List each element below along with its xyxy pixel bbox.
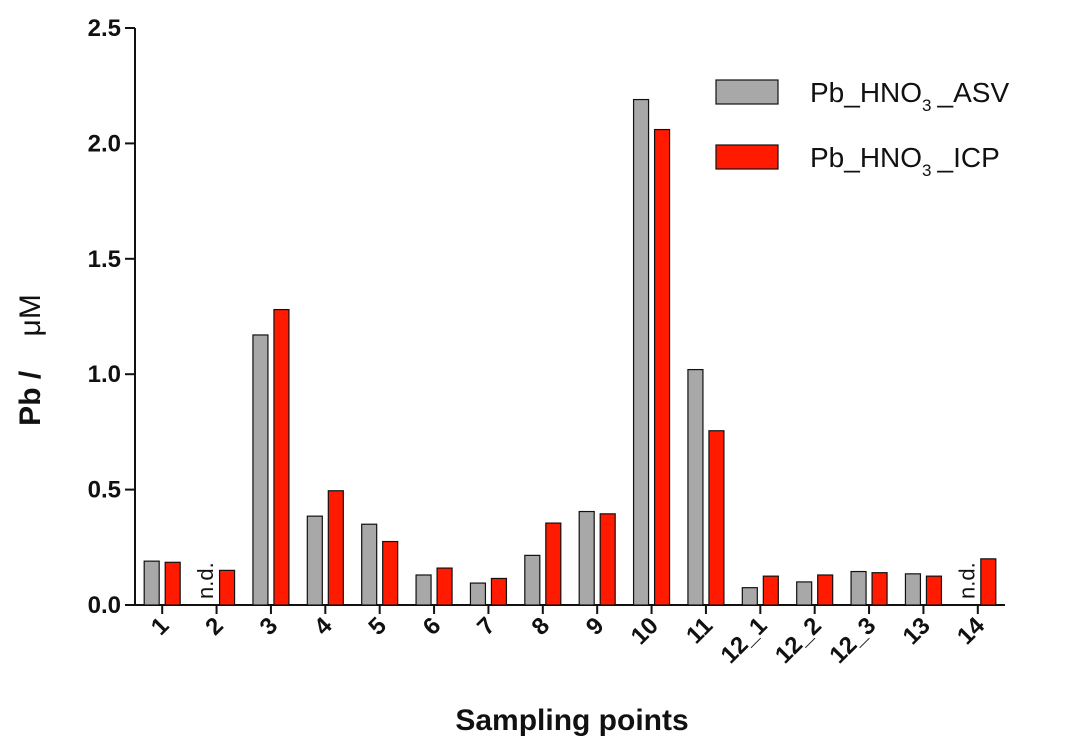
not-detected-label: n.d.	[954, 562, 979, 599]
bar-asv	[850, 570, 867, 606]
x-tick-label: 4	[309, 612, 338, 641]
bar-asv	[578, 510, 595, 606]
bar-asv	[143, 560, 160, 606]
x-tick-label: 2	[200, 612, 229, 641]
bar-asv	[469, 582, 487, 606]
bar-asv	[687, 368, 704, 606]
bar-asv	[415, 574, 432, 606]
y-axis-title-unit: μM	[14, 294, 47, 336]
x-tick-label: 10	[626, 612, 664, 650]
legend-swatch	[715, 144, 779, 170]
y-tick-label: 0.0	[88, 592, 121, 619]
bar-icp	[762, 575, 779, 606]
bar-icp	[218, 569, 236, 606]
legend-label: Pb_HNO3 _ASV	[810, 77, 1009, 115]
not-detected-label: n.d.	[193, 562, 218, 599]
x-axis-title: Sampling points	[455, 704, 688, 737]
y-tick-label: 0.5	[88, 477, 121, 504]
x-tick-label: 12_3	[824, 612, 881, 669]
x-tick-label: 13	[898, 612, 936, 650]
y-tick-label: 1.5	[88, 246, 121, 273]
x-tick-label: 9	[581, 612, 610, 641]
y-axis-title-prefix: Pb /	[14, 370, 47, 426]
bar-icp	[545, 522, 562, 606]
bar-icp	[599, 513, 616, 606]
x-tick-label: 8	[527, 612, 556, 641]
bar-icp	[980, 558, 997, 606]
x-tick-label: 6	[418, 612, 447, 641]
bar-icp	[436, 567, 453, 606]
x-tick-label: 1	[146, 612, 175, 641]
bar-icp	[817, 574, 834, 606]
x-tick-label: 12_1	[716, 612, 773, 669]
bar-icp	[871, 572, 888, 606]
bar-icp	[653, 128, 671, 606]
bar-asv	[632, 98, 650, 606]
bar-asv	[796, 581, 813, 606]
y-tick-label: 2.5	[88, 15, 121, 42]
legend: Pb_HNO3 _ASV Pb_HNO3 _ICP	[715, 77, 1009, 180]
bar-icp	[327, 490, 344, 606]
legend-label: Pb_HNO3 _ICP	[810, 142, 1000, 180]
bar-icp	[164, 561, 181, 606]
x-tick-label: 7	[472, 612, 501, 641]
x-tick-label: 3	[255, 612, 284, 641]
bar-icp	[273, 308, 290, 606]
y-tick-label: 1.0	[88, 361, 121, 388]
bar-asv	[252, 334, 269, 606]
x-tick-label: 12_2	[770, 612, 827, 669]
bar-icp	[382, 540, 399, 606]
y-axis: 0.0 0.5 1.0 1.5 2.0 2.5	[88, 15, 136, 619]
bar-asv	[361, 523, 378, 606]
x-tick-label: 11	[681, 612, 718, 649]
x-tick-label: 5	[363, 612, 392, 641]
bar-icp	[490, 577, 508, 606]
bar-icp	[925, 575, 943, 606]
bars: n.d. n.d.	[143, 98, 997, 606]
svg-text:Pb / μM: Pb / μM	[14, 294, 47, 426]
bar-asv	[741, 587, 758, 606]
bar-asv	[904, 573, 922, 606]
y-axis-title: Pb / μM	[14, 294, 47, 426]
x-tick-label: 14	[952, 612, 990, 650]
y-tick-label: 2.0	[88, 130, 121, 157]
bar-asv	[524, 554, 541, 606]
bar-icp	[708, 430, 725, 606]
bar-asv	[306, 515, 323, 606]
legend-swatch	[715, 79, 779, 105]
